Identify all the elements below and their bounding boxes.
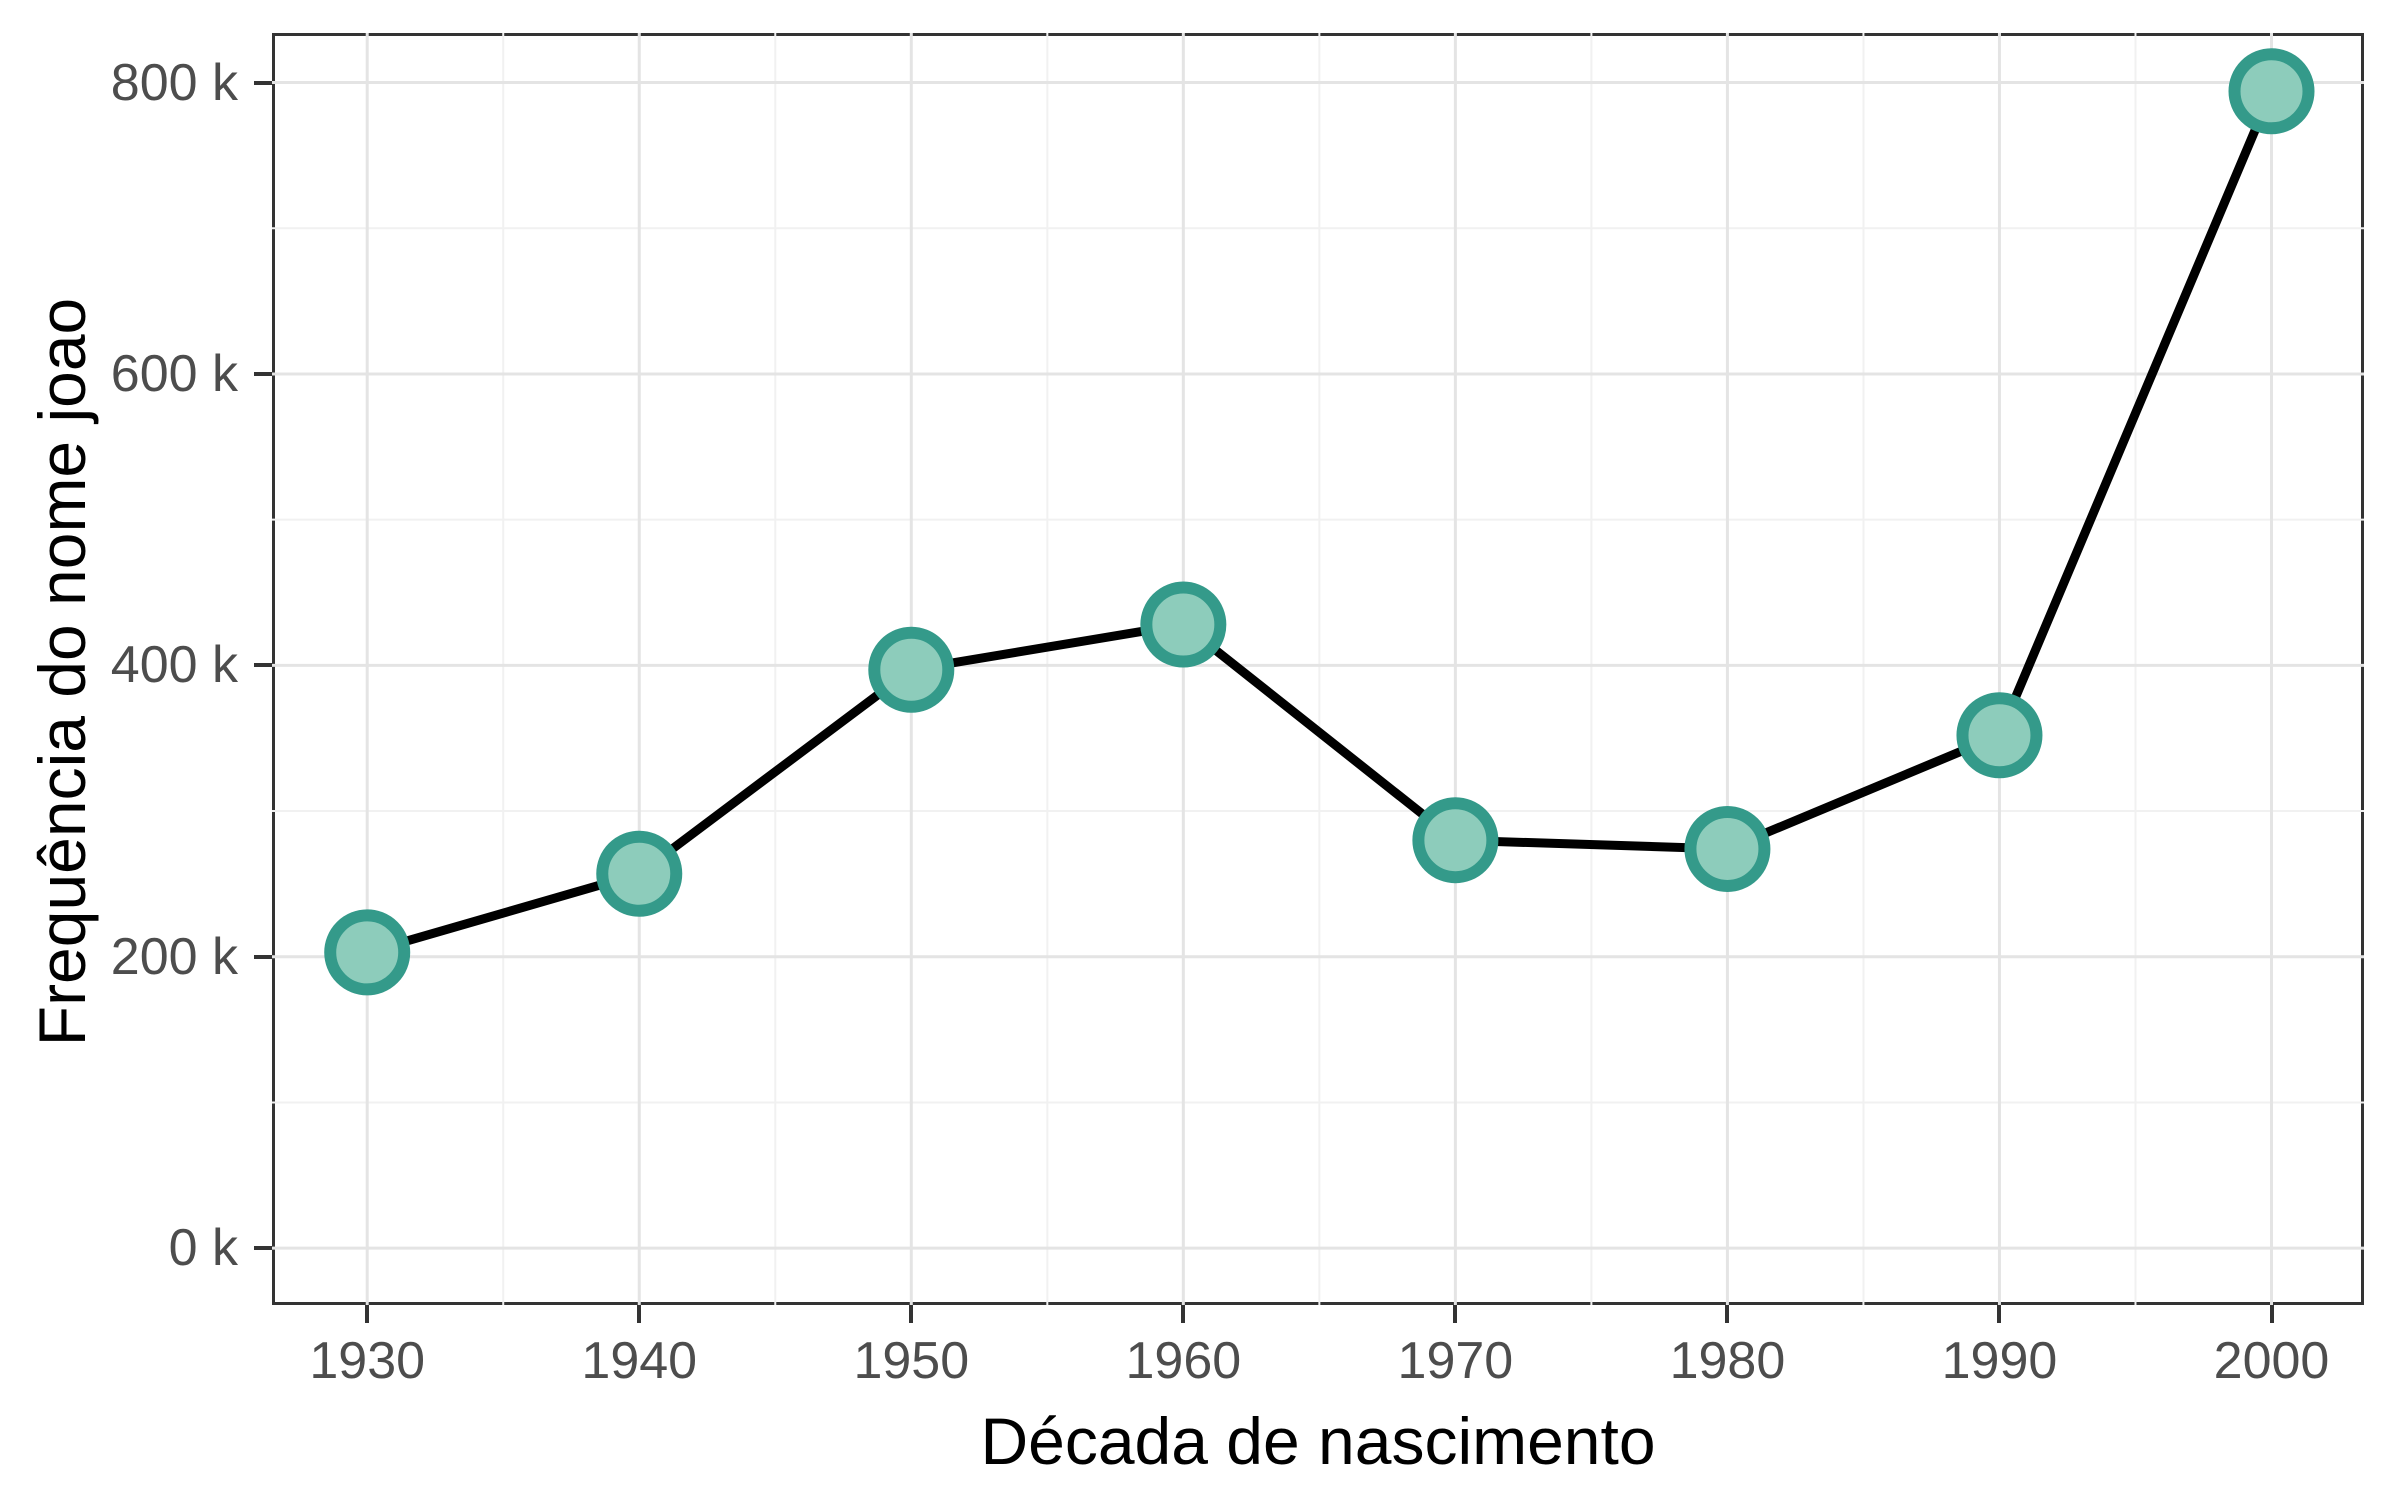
x-tick-mark <box>1181 1305 1186 1323</box>
y-tick-mark <box>254 371 272 376</box>
data-point <box>324 909 411 996</box>
y-tick-label: 600 k <box>110 344 238 403</box>
x-tick-mark <box>1725 1305 1730 1323</box>
y-tick-mark <box>254 663 272 668</box>
y-tick-mark <box>254 954 272 959</box>
x-tick-mark <box>365 1305 370 1323</box>
y-tick-label: 800 k <box>110 53 238 112</box>
x-tick-label: 1990 <box>1941 1332 2058 1390</box>
y-tick-label: 400 k <box>110 636 238 695</box>
data-point <box>1412 797 1499 884</box>
x-tick-label: 1980 <box>1669 1332 1786 1390</box>
x-tick-label: 1950 <box>853 1332 970 1390</box>
data-line <box>365 89 2276 957</box>
x-tick-label: 2000 <box>2213 1332 2330 1390</box>
x-axis-title: Década de nascimento <box>980 1404 1656 1478</box>
x-tick-mark <box>1997 1305 2002 1323</box>
y-tick-mark <box>254 1246 272 1251</box>
y-axis-title: Frequência do nome joao <box>25 297 99 1047</box>
data-point <box>1684 805 1771 892</box>
y-tick-mark <box>254 80 272 85</box>
plot-panel <box>272 33 2364 1305</box>
x-tick-mark <box>2269 1305 2274 1323</box>
x-tick-mark <box>909 1305 914 1323</box>
data-point <box>2228 48 2315 135</box>
x-tick-label: 1970 <box>1397 1332 1514 1390</box>
data-point <box>596 830 683 917</box>
x-tick-label: 1940 <box>581 1332 698 1390</box>
y-tick-label: 0 k <box>168 1219 238 1278</box>
data-point <box>1956 692 2043 779</box>
x-tick-label: 1930 <box>309 1332 426 1390</box>
x-tick-label: 1960 <box>1125 1332 1242 1390</box>
data-point <box>1140 581 1227 668</box>
x-tick-mark <box>637 1305 642 1323</box>
y-tick-label: 200 k <box>110 927 238 986</box>
plot-canvas <box>272 33 2364 1305</box>
x-tick-mark <box>1453 1305 1458 1323</box>
data-point <box>868 626 955 713</box>
